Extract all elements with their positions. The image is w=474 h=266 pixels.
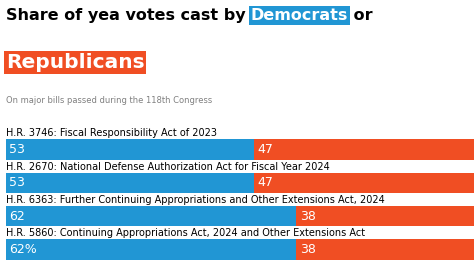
Text: H.R. 3746: Fiscal Responsibility Act of 2023: H.R. 3746: Fiscal Responsibility Act of … bbox=[6, 128, 217, 138]
Bar bbox=[254, 139, 474, 160]
Text: Democrats: Democrats bbox=[251, 8, 348, 23]
Bar bbox=[6, 173, 254, 193]
Text: 38: 38 bbox=[300, 210, 316, 223]
Text: H.R. 6363: Further Continuing Appropriations and Other Extensions Act, 2024: H.R. 6363: Further Continuing Appropriat… bbox=[6, 195, 384, 205]
Bar bbox=[254, 173, 474, 193]
Text: 53: 53 bbox=[9, 176, 25, 189]
Text: H.R. 2670: National Defense Authorization Act for Fiscal Year 2024: H.R. 2670: National Defense Authorizatio… bbox=[6, 161, 329, 172]
Bar bbox=[296, 239, 474, 260]
Bar bbox=[6, 239, 296, 260]
Text: Republicans: Republicans bbox=[6, 53, 144, 72]
Text: or: or bbox=[348, 8, 373, 23]
Text: 38: 38 bbox=[300, 243, 316, 256]
Bar bbox=[6, 206, 296, 226]
Bar bbox=[6, 139, 254, 160]
Text: H.R. 5860: Continuing Appropriations Act, 2024 and Other Extensions Act: H.R. 5860: Continuing Appropriations Act… bbox=[6, 228, 365, 238]
Text: 47: 47 bbox=[258, 143, 273, 156]
Text: Share of yea votes cast by: Share of yea votes cast by bbox=[6, 8, 251, 23]
Text: 47: 47 bbox=[258, 176, 273, 189]
Text: 62: 62 bbox=[9, 210, 25, 223]
Bar bbox=[296, 206, 474, 226]
Text: 53: 53 bbox=[9, 143, 25, 156]
Text: 62%: 62% bbox=[9, 243, 37, 256]
Text: On major bills passed during the 118th Congress: On major bills passed during the 118th C… bbox=[6, 96, 212, 105]
